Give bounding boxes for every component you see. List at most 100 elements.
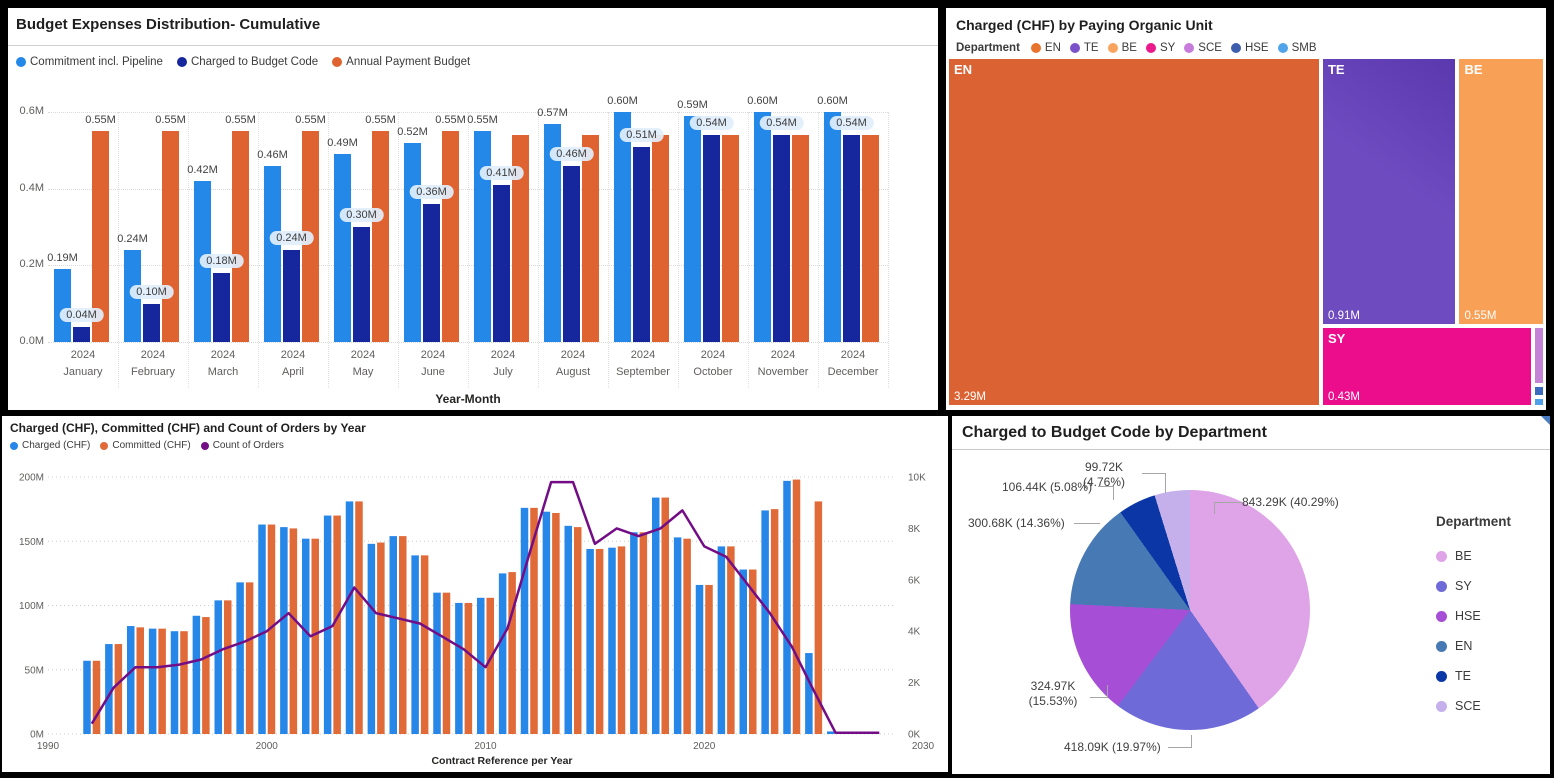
bar-committed[interactable] [530,507,538,734]
bar-charged[interactable] [783,480,791,734]
treemap-block-hse[interactable] [1533,386,1544,397]
legend-item-en[interactable]: EN [1030,42,1061,54]
legend-item-chargedchf[interactable]: Charged (CHF) [10,440,90,451]
bar-charged[interactable] [83,660,91,734]
bar-committed[interactable] [792,479,801,734]
bar-committed[interactable] [245,582,254,734]
bar-committed[interactable] [92,660,101,734]
legend-item-sy[interactable]: SY [1145,42,1175,54]
bar-committed[interactable] [508,572,516,734]
bar-committed[interactable] [464,602,473,734]
bar-charged[interactable] [652,497,660,734]
bar-committed[interactable] [552,512,560,734]
bar-charged[interactable] [717,546,726,734]
legend-item-sce[interactable]: SCE [1436,691,1511,721]
legend-item-annualpaymentbudget[interactable]: Annual Payment Budget [332,56,470,68]
legend-item-committedchf[interactable]: Committed (CHF) [100,440,191,451]
bar-committed[interactable] [158,628,166,734]
bar-commitment[interactable] [54,269,71,342]
bar-charged[interactable] [105,644,113,734]
bar-annual[interactable] [372,131,389,342]
bar-annual[interactable] [512,135,529,342]
legend-item-chargedtobudgetcode[interactable]: Charged to Budget Code [176,56,318,68]
bar-charged[interactable] [411,555,419,734]
bar-charged[interactable] [302,538,310,734]
bar-charged[interactable] [586,548,594,734]
bar-committed[interactable] [683,538,691,734]
treemap-block-te[interactable]: TE 0.91M [1321,58,1457,325]
treemap-block-sy[interactable]: SY 0.43M [1321,326,1532,406]
bar-charged[interactable] [236,582,244,734]
bar-committed[interactable] [311,538,320,734]
bar-commitment[interactable] [614,112,631,342]
bar-charged[interactable] [433,592,441,734]
legend-item-be[interactable]: BE [1107,42,1137,54]
bar-charged[interactable] [520,507,529,734]
bar-commitment[interactable] [334,154,351,342]
bar-commitment[interactable] [684,115,701,342]
bar-annual[interactable] [652,135,669,342]
bar-commitment[interactable] [544,123,561,342]
bar-charged[interactable] [773,135,790,342]
bar-committed[interactable] [727,546,735,734]
bar-commitment[interactable] [474,131,491,342]
bar-committed[interactable] [224,600,232,734]
legend-item-te[interactable]: TE [1069,42,1099,54]
bar-charged[interactable] [805,653,813,734]
bar-annual[interactable] [792,135,809,342]
bar-committed[interactable] [399,536,407,734]
bar-charged[interactable] [192,615,201,734]
bar-charged[interactable] [127,626,135,734]
bar-committed[interactable] [595,548,604,734]
bar-commitment[interactable] [824,112,841,342]
bar-charged[interactable] [455,602,463,734]
legend-item-sy[interactable]: SY [1436,571,1511,601]
bar-charged[interactable] [423,204,440,342]
bar-charged[interactable] [703,135,720,342]
treemap-block-sce[interactable] [1533,326,1544,385]
legend-item-be[interactable]: BE [1436,541,1511,571]
bar-annual[interactable] [162,131,179,342]
bar-charged[interactable] [673,537,682,734]
bar-charged[interactable] [345,501,354,734]
bar-committed[interactable] [377,542,385,734]
legend-item-hse[interactable]: HSE [1230,42,1269,54]
bar-annual[interactable] [582,135,599,342]
bar-charged[interactable] [283,250,300,342]
line-count-of-orders[interactable] [90,480,880,734]
bar-committed[interactable] [442,592,451,734]
bar-committed[interactable] [355,501,363,734]
bar-committed[interactable] [333,515,341,734]
bar-annual[interactable] [862,135,879,342]
bar-committed[interactable] [705,584,713,734]
bar-charged[interactable] [258,524,266,734]
legend-item-sce[interactable]: SCE [1184,42,1222,54]
bar-committed[interactable] [661,497,670,734]
bar-charged[interactable] [353,227,370,342]
legend-item-te[interactable]: TE [1436,661,1511,691]
bar-committed[interactable] [114,644,123,734]
bar-committed[interactable] [136,627,145,734]
bar-charged[interactable] [214,600,223,734]
bar-charged[interactable] [630,532,638,734]
legend-item-countoforders[interactable]: Count of Orders [200,440,284,451]
treemap-block-en[interactable]: EN 3.29M [948,58,1320,406]
bar-charged[interactable] [827,731,835,734]
bar-charged[interactable] [563,165,580,342]
bar-charged[interactable] [170,631,179,734]
bar-charged[interactable] [498,573,507,734]
legend-item-commitmentinclpipeline[interactable]: Commitment incl. Pipeline [16,56,163,68]
bar-charged[interactable] [761,510,769,734]
bar-committed[interactable] [749,569,757,734]
bar-committed[interactable] [420,555,429,734]
bar-commitment[interactable] [754,112,771,342]
bar-charged[interactable] [143,303,160,342]
bar-charged[interactable] [739,569,748,734]
bar-charged[interactable] [542,511,551,734]
bar-committed[interactable] [574,527,582,734]
bar-annual[interactable] [442,131,459,342]
bar-annual[interactable] [232,131,249,342]
bar-committed[interactable] [617,546,626,734]
bar-commitment[interactable] [404,142,421,342]
bar-charged[interactable] [280,527,288,734]
